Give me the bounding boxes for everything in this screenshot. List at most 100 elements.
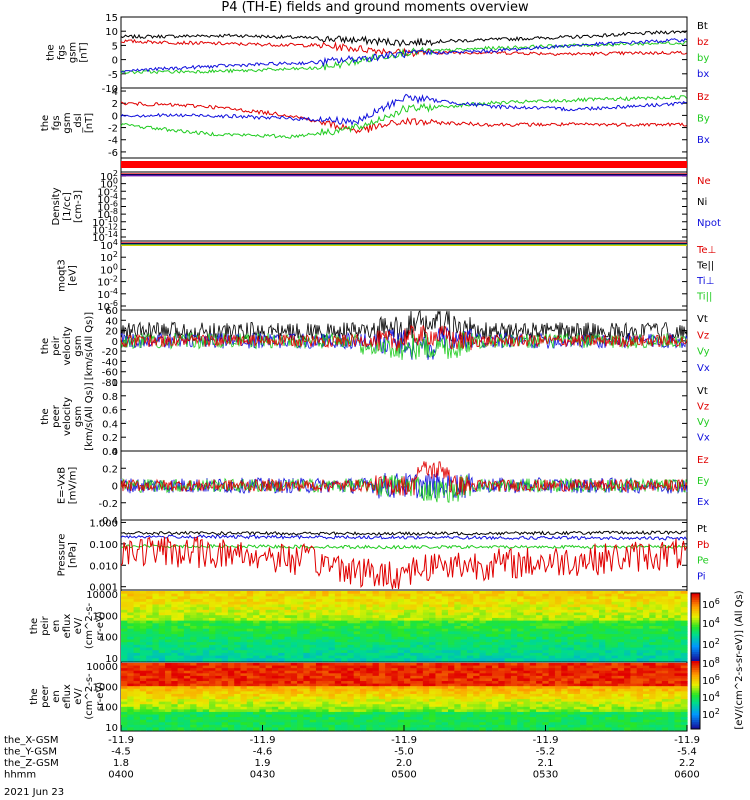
- heatmap-cell: [265, 658, 273, 662]
- heatmap-cell: [271, 714, 279, 718]
- heatmap-cell: [209, 701, 216, 705]
- y-tick-label: 100: [99, 703, 118, 714]
- heatmap-cell: [391, 628, 399, 632]
- heatmap-cell: [435, 658, 443, 662]
- heatmap-cell: [278, 686, 286, 690]
- heatmap-cell: [334, 655, 342, 659]
- heatmap-cell: [240, 709, 248, 713]
- heatmap-cell: [303, 704, 311, 708]
- heatmap-cell: [404, 719, 411, 723]
- heatmap-cell: [271, 596, 279, 600]
- heatmap-cell: [504, 688, 512, 692]
- heatmap-cell: [315, 615, 323, 619]
- heatmap-cell: [536, 655, 543, 659]
- heatmap-cell: [586, 717, 594, 721]
- heatmap-cell: [146, 591, 154, 595]
- heatmap-cell: [561, 626, 569, 630]
- heatmap-cell: [680, 727, 688, 731]
- heatmap-cell: [510, 650, 518, 654]
- heatmap-cell: [221, 626, 229, 630]
- heatmap-cell: [234, 655, 242, 659]
- heatmap-cell: [190, 704, 198, 708]
- heatmap-cell: [422, 668, 430, 672]
- heatmap-cell: [404, 714, 411, 718]
- heatmap-cell: [529, 681, 537, 685]
- heatmap-cell: [259, 593, 267, 597]
- heatmap-cell: [297, 663, 304, 667]
- heatmap-cell: [473, 663, 481, 667]
- heatmap-cell: [567, 668, 575, 672]
- heatmap-cell: [341, 615, 348, 619]
- heatmap-cell: [259, 706, 267, 710]
- heatmap-cell: [523, 620, 531, 624]
- heatmap-cell: [265, 668, 273, 672]
- heatmap-cell: [265, 636, 273, 641]
- heatmap-cell: [529, 683, 537, 687]
- heatmap-cell: [473, 714, 481, 718]
- heatmap-cell: [366, 634, 374, 638]
- heatmap-cell: [485, 696, 493, 700]
- heatmap-cell: [190, 601, 198, 606]
- heatmap-cell: [315, 596, 323, 600]
- heatmap-cell: [611, 714, 619, 718]
- heatmap-cell: [397, 696, 405, 700]
- heatmap-cell: [536, 673, 543, 677]
- heatmap-cell: [504, 615, 512, 619]
- y-tick-label: 1000: [93, 611, 118, 622]
- heatmap-cell: [498, 714, 506, 718]
- heatmap-cell: [328, 652, 336, 657]
- heatmap-cell: [177, 691, 185, 695]
- heatmap-cell: [573, 609, 581, 614]
- heatmap-cell: [221, 711, 229, 716]
- heatmap-cell: [397, 683, 405, 687]
- heatmap-cell: [121, 655, 128, 659]
- heatmap-cell: [341, 724, 348, 729]
- y-axis-label: fgs: [51, 115, 62, 130]
- heatmap-cell: [573, 626, 581, 630]
- heatmap-cell: [529, 652, 537, 657]
- heatmap-cell: [510, 665, 518, 669]
- heatmap-cell: [448, 724, 455, 729]
- heatmap-cell: [190, 665, 198, 669]
- heatmap-cell: [378, 688, 386, 692]
- heatmap-cell: [460, 599, 468, 603]
- heatmap-cell: [573, 696, 581, 700]
- heatmap-cell: [642, 681, 650, 685]
- heatmap-cell: [674, 719, 682, 723]
- heatmap-cell: [209, 596, 216, 600]
- heatmap-cell: [479, 681, 487, 685]
- heatmap-cell: [139, 683, 147, 687]
- heatmap-cell: [271, 609, 279, 614]
- heatmap-cell: [347, 717, 355, 721]
- heatmap-cell: [171, 650, 179, 654]
- heatmap-cell: [303, 699, 311, 703]
- heatmap-cell: [353, 717, 361, 721]
- y-axis-label: E=-VxB: [57, 467, 68, 504]
- heatmap-cell: [617, 612, 625, 616]
- heatmap-cell: [158, 609, 166, 614]
- heatmap-cell: [315, 724, 323, 729]
- heatmap-cell: [127, 717, 135, 721]
- heatmap-cell: [410, 683, 418, 687]
- heatmap-cell: [297, 717, 304, 721]
- heatmap-cell: [479, 709, 487, 713]
- heatmap-cell: [315, 683, 323, 687]
- heatmap-cell: [190, 709, 198, 713]
- heatmap-cell: [624, 628, 631, 632]
- y-tick-label: 10-12: [92, 222, 118, 236]
- heatmap-cell: [171, 704, 179, 708]
- heatmap-cell: [429, 609, 437, 614]
- heatmap-cell: [473, 727, 481, 731]
- heatmap-cell: [271, 644, 279, 649]
- heatmap-cell: [271, 691, 279, 695]
- heatmap-cell: [297, 601, 304, 606]
- heatmap-cell: [127, 699, 135, 703]
- heatmap-cell: [265, 693, 273, 698]
- heatmap-cell: [466, 696, 474, 700]
- heatmap-cell: [171, 647, 179, 651]
- heatmap-cell: [598, 719, 606, 723]
- heatmap-cell: [630, 623, 638, 627]
- heatmap-cell: [165, 673, 172, 677]
- heatmap-cell: [510, 607, 518, 611]
- heatmap-cell: [680, 693, 688, 698]
